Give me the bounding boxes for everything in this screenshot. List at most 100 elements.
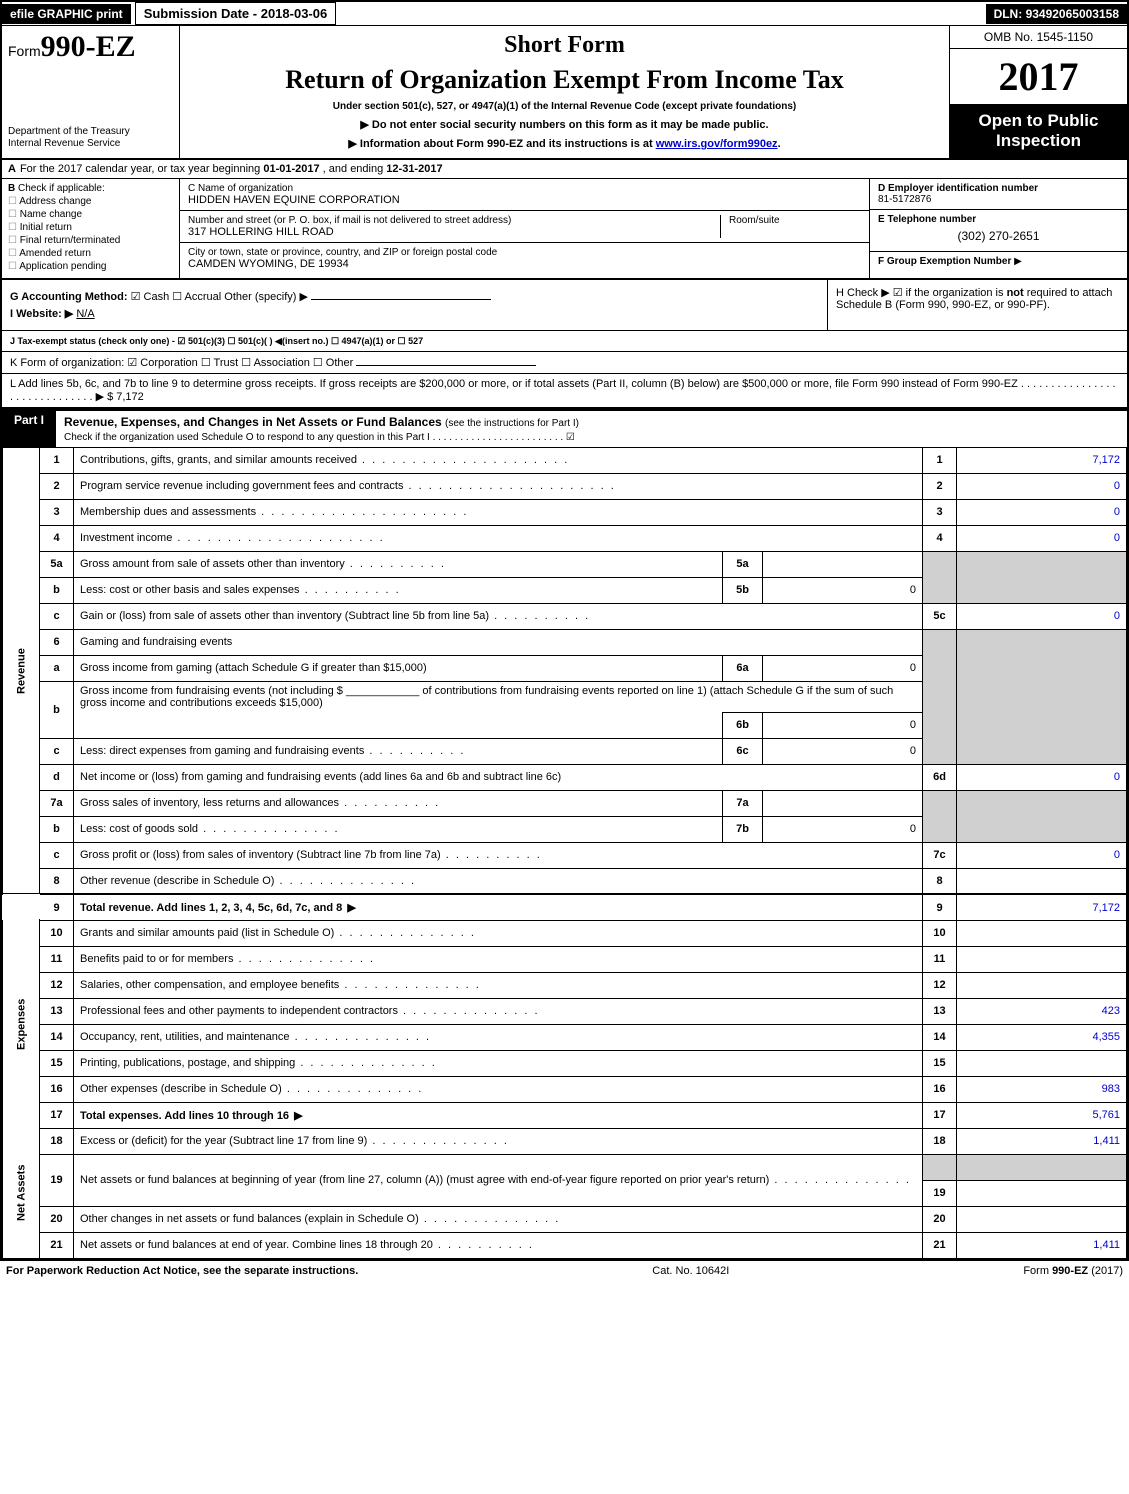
l14-desc: Occupancy, rent, utilities, and maintena… <box>74 1024 923 1050</box>
chk-application-pending[interactable]: Application pending <box>8 261 173 272</box>
line-9: 9 Total revenue. Add lines 1, 2, 3, 4, 5… <box>3 894 1127 920</box>
section-l: L Add lines 5b, 6c, and 7b to line 9 to … <box>2 374 1127 409</box>
l7c-num: c <box>40 842 74 868</box>
footer-left: For Paperwork Reduction Act Notice, see … <box>6 1265 358 1277</box>
l5a-sub: 5a <box>723 551 763 577</box>
l7b-sub: 7b <box>723 816 763 842</box>
chk-address-change[interactable]: Address change <box>8 196 173 207</box>
rev-end <box>3 894 40 920</box>
accounting-opts: ☑ Cash ☐ Accrual Other (specify) ▶ <box>131 291 308 303</box>
sections-def: D Employer identification number 81-5172… <box>869 179 1127 278</box>
l7a-subval <box>763 790 923 816</box>
revenue-sidebar: Revenue <box>3 447 40 894</box>
chk-name-change[interactable]: Name change <box>8 209 173 220</box>
section-a-row: A For the 2017 calendar year, or tax yea… <box>2 160 1127 179</box>
line-12: 12 Salaries, other compensation, and emp… <box>3 972 1127 998</box>
l1-ln: 1 <box>923 447 957 473</box>
l5c-ln: 5c <box>923 603 957 629</box>
return-title: Return of Organization Exempt From Incom… <box>190 65 939 95</box>
section-k-other-line[interactable] <box>356 365 536 366</box>
l14-amt: 4,355 <box>957 1024 1127 1050</box>
l2-num: 2 <box>40 473 74 499</box>
l5b-sub: 5b <box>723 577 763 603</box>
org-name: HIDDEN HAVEN EQUINE CORPORATION <box>188 194 400 206</box>
efile-button[interactable]: efile GRAPHIC print <box>2 4 131 24</box>
line-18: Net Assets 18 Excess or (deficit) for th… <box>3 1128 1127 1154</box>
l20-amt <box>957 1206 1127 1232</box>
l6b-subval: 0 <box>763 712 923 738</box>
street-row: Number and street (or P. O. box, if mail… <box>180 211 869 243</box>
l15-desc: Printing, publications, postage, and shi… <box>74 1050 923 1076</box>
l6-desc: Gaming and fundraising events <box>74 629 923 655</box>
dln-value: 93492065003158 <box>1026 7 1119 21</box>
l1-desc: Contributions, gifts, grants, and simila… <box>74 447 923 473</box>
l3-amt: 0 <box>957 499 1127 525</box>
line-20: 20 Other changes in net assets or fund b… <box>3 1206 1127 1232</box>
l7a-desc: Gross sales of inventory, less returns a… <box>74 790 723 816</box>
l18-desc: Excess or (deficit) for the year (Subtra… <box>74 1128 923 1154</box>
header-left: Form990-EZ Department of the Treasury In… <box>2 26 180 158</box>
group-exemption-lead: F Group Exemption Number <box>878 256 1011 267</box>
accounting-other-line[interactable] <box>311 299 491 300</box>
chk-final-return[interactable]: Final return/terminated <box>8 235 173 246</box>
website-value: N/A <box>76 308 94 320</box>
part1-sub: Check if the organization used Schedule … <box>64 432 575 443</box>
top-bar: efile GRAPHIC print Submission Date - 20… <box>2 2 1127 26</box>
l19-shade <box>923 1154 957 1180</box>
l9-amt: 7,172 <box>957 894 1127 920</box>
org-name-row: C Name of organization HIDDEN HAVEN EQUI… <box>180 179 869 211</box>
l17-ln: 17 <box>923 1102 957 1128</box>
chk-initial-return[interactable]: Initial return <box>8 222 173 233</box>
note-info: Information about Form 990-EZ and its in… <box>190 137 939 150</box>
chk-amended-return[interactable]: Amended return <box>8 248 173 259</box>
note-info-pre: Information about Form 990-EZ and its in… <box>360 138 656 150</box>
l19-num: 19 <box>40 1154 74 1206</box>
room-cell: Room/suite <box>721 215 861 238</box>
section-j-text: J Tax-exempt status (check only one) - ☑… <box>10 336 423 346</box>
accounting-lead: G Accounting Method: <box>10 291 128 303</box>
l10-amt <box>957 920 1127 946</box>
tax-year-end: 12-31-2017 <box>386 163 442 175</box>
irs-link[interactable]: www.irs.gov/form990ez <box>656 138 778 150</box>
l5c-amt: 0 <box>957 603 1127 629</box>
info-block: B Check if applicable: Address change Na… <box>2 179 1127 280</box>
part1-header: Part I Revenue, Expenses, and Changes in… <box>2 409 1127 447</box>
line-14: 14 Occupancy, rent, utilities, and maint… <box>3 1024 1127 1050</box>
l16-ln: 16 <box>923 1076 957 1102</box>
l17-amt: 5,761 <box>957 1102 1127 1128</box>
l3-desc: Membership dues and assessments <box>74 499 923 525</box>
l16-num: 16 <box>40 1076 74 1102</box>
omb-number: OMB No. 1545-1150 <box>950 26 1127 49</box>
l7b-desc: Less: cost of goods sold <box>74 816 723 842</box>
section-a-text: For the 2017 calendar year, or tax year … <box>20 163 443 175</box>
l6a-sub: 6a <box>723 655 763 681</box>
l8-amt <box>957 868 1127 894</box>
l7b-num: b <box>40 816 74 842</box>
l20-ln: 20 <box>923 1206 957 1232</box>
part1-title-text: Revenue, Expenses, and Changes in Net As… <box>64 415 445 429</box>
submission-date: 2018-03-06 <box>261 6 328 21</box>
l21-desc: Net assets or fund balances at end of ye… <box>74 1232 923 1258</box>
phone-value: (302) 270-2651 <box>878 225 1119 247</box>
section-k: K Form of organization: ☑ Corporation ☐ … <box>2 352 1127 374</box>
l11-ln: 11 <box>923 946 957 972</box>
city-value: CAMDEN WYOMING, DE 19934 <box>188 258 349 270</box>
footer-right: Form 990-EZ (2017) <box>1023 1265 1123 1277</box>
line-11: 11 Benefits paid to or for members 11 <box>3 946 1127 972</box>
l18-ln: 18 <box>923 1128 957 1154</box>
department-block: Department of the Treasury Internal Reve… <box>8 126 173 150</box>
l5c-num: c <box>40 603 74 629</box>
l7c-ln: 7c <box>923 842 957 868</box>
l15-amt <box>957 1050 1127 1076</box>
l5b-num: b <box>40 577 74 603</box>
tax-year: 2017 <box>950 49 1127 105</box>
l13-ln: 13 <box>923 998 957 1024</box>
l15-ln: 15 <box>923 1050 957 1076</box>
l10-num: 10 <box>40 920 74 946</box>
l2-amt: 0 <box>957 473 1127 499</box>
street-value: 317 HOLLERING HILL ROAD <box>188 226 334 238</box>
form-990ez: efile GRAPHIC print Submission Date - 20… <box>0 0 1129 1261</box>
line-13: 13 Professional fees and other payments … <box>3 998 1127 1024</box>
org-name-lead: C Name of organization <box>188 183 861 194</box>
section-l-text: L Add lines 5b, 6c, and 7b to line 9 to … <box>10 378 1116 403</box>
